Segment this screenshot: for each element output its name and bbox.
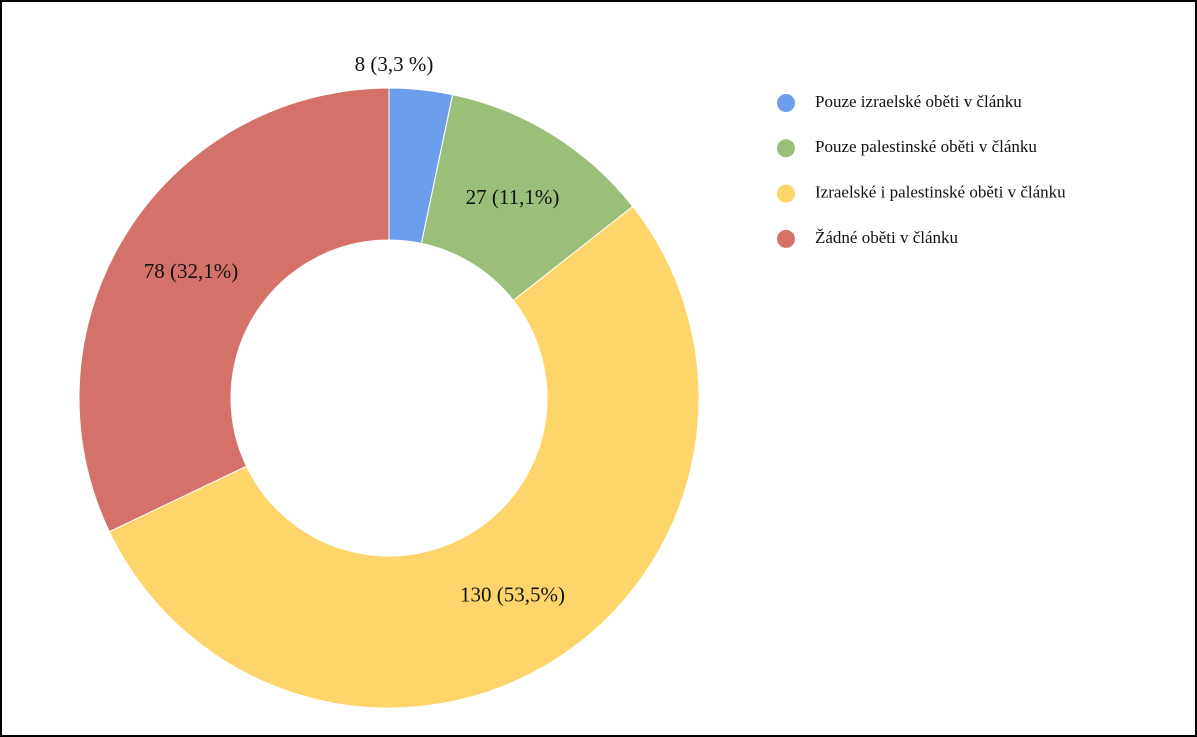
legend-label: Izraelské i palestinské oběti v článku xyxy=(815,183,1066,202)
legend-label: Pouze izraelské oběti v článku xyxy=(815,92,1022,111)
legend-swatch xyxy=(777,229,795,248)
data-label: 130 (53,5%) xyxy=(460,583,565,607)
data-label: 27 (11,1%) xyxy=(466,185,560,209)
legend-swatch xyxy=(777,184,795,203)
donut-slice xyxy=(78,87,390,533)
legend-swatch xyxy=(777,139,795,158)
data-label: 78 (32,1%) xyxy=(144,259,238,283)
legend-label: Žádné oběti v článku xyxy=(815,228,959,247)
legend-label: Pouze palestinské oběti v článku xyxy=(815,137,1037,156)
donut-slice xyxy=(108,205,700,709)
legend-swatch xyxy=(777,94,795,112)
data-label: 8 (3,3 %) xyxy=(355,52,434,76)
